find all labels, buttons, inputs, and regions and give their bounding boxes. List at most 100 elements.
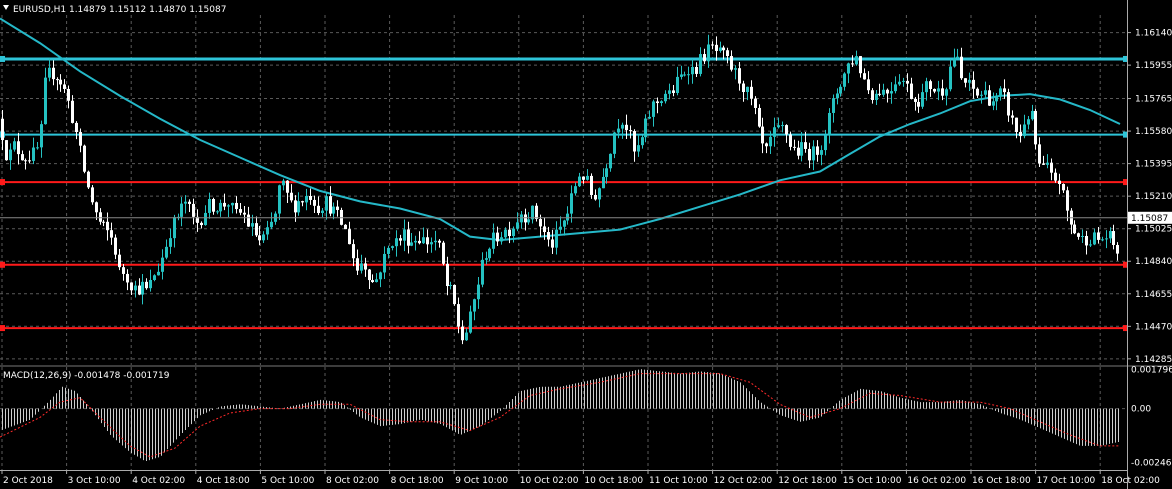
candle-body xyxy=(761,126,764,144)
candle-body xyxy=(368,269,371,281)
candle-body xyxy=(485,258,488,260)
candle-body xyxy=(1112,231,1115,245)
candle-body xyxy=(56,79,59,81)
level-handle-left-3 xyxy=(0,179,5,186)
candle-body xyxy=(715,44,718,51)
candle-body xyxy=(95,202,98,213)
candle-body xyxy=(235,202,238,210)
candle-body xyxy=(925,81,928,93)
candle-body xyxy=(746,86,749,93)
candle-body xyxy=(637,145,640,152)
candle-body xyxy=(999,88,1002,96)
candle-body xyxy=(364,263,367,270)
candle-body xyxy=(976,88,979,96)
candle-body xyxy=(477,284,480,300)
x-tick-label: 8 Oct 02:00 xyxy=(326,476,379,486)
candle-body xyxy=(995,95,998,102)
candle-body xyxy=(726,50,729,57)
candle-body xyxy=(379,272,382,280)
y-tick-label: 1.15765 xyxy=(1135,95,1172,105)
candle-body xyxy=(972,79,975,89)
candle-body xyxy=(453,284,456,305)
candle-body xyxy=(251,223,254,227)
candle-body xyxy=(882,89,885,95)
candle-body xyxy=(141,281,144,295)
horizontal-lines[interactable] xyxy=(0,55,1128,332)
candle-body xyxy=(531,205,534,220)
level-handle-left-5 xyxy=(0,325,5,332)
candle-body xyxy=(629,130,632,132)
candle-body xyxy=(290,192,293,201)
candle-body xyxy=(633,131,636,152)
candle-body xyxy=(941,88,944,96)
candle-body xyxy=(371,280,374,283)
x-tick-label: 16 Oct 18:00 xyxy=(972,476,1031,486)
candle-body xyxy=(375,279,378,283)
candle-body xyxy=(914,98,917,102)
candle-body xyxy=(886,89,889,94)
y-tick-label: 1.16140 xyxy=(1135,29,1172,39)
candle-body xyxy=(216,211,219,213)
y-tick-label: 1.15955 xyxy=(1135,61,1172,71)
candle-body xyxy=(1011,115,1014,118)
candle-body xyxy=(898,81,901,85)
x-tick-label: 18 Oct 02:00 xyxy=(1101,476,1160,486)
candle-body xyxy=(789,134,792,147)
candle-body xyxy=(336,206,339,210)
candle-body xyxy=(508,229,511,237)
candle-body xyxy=(59,79,62,85)
candle-body xyxy=(804,142,807,149)
candle-body xyxy=(551,239,554,248)
x-tick-label: 8 Oct 18:00 xyxy=(391,476,444,486)
candle-body xyxy=(488,248,491,259)
candle-body xyxy=(722,47,725,51)
candle-body xyxy=(1042,163,1045,165)
candle-body xyxy=(481,259,484,285)
candle-body xyxy=(418,240,421,244)
candle-body xyxy=(648,116,651,119)
candle-body xyxy=(87,171,90,188)
candle-body xyxy=(839,86,842,94)
candle-body xyxy=(305,196,308,203)
dropdown-triangle-icon[interactable] xyxy=(3,5,9,10)
candle-body xyxy=(118,254,121,268)
candle-body xyxy=(539,218,542,227)
candle-body xyxy=(5,140,8,161)
candle-body xyxy=(449,284,452,287)
candle-body xyxy=(157,271,160,276)
candle-body xyxy=(200,222,203,226)
candle-body xyxy=(609,153,612,169)
level-handle-left-4 xyxy=(0,261,5,268)
candle-body xyxy=(828,112,831,136)
candle-body xyxy=(644,118,647,138)
x-tick-label: 3 Oct 10:00 xyxy=(68,476,121,486)
x-tick-label: 17 Oct 10:00 xyxy=(1037,476,1096,486)
candle-body xyxy=(504,229,507,238)
candle-body xyxy=(204,212,207,226)
candle-body xyxy=(1089,244,1092,246)
candle-body xyxy=(180,203,183,217)
candle-body xyxy=(1015,117,1018,132)
candle-body xyxy=(496,232,499,242)
candle-body xyxy=(434,240,437,243)
level-handle-left-1 xyxy=(0,55,5,62)
x-tick-label: 15 Oct 10:00 xyxy=(843,476,902,486)
candle-body xyxy=(984,90,987,95)
x-tick-label: 4 Oct 18:00 xyxy=(197,476,250,486)
candle-body xyxy=(578,176,581,187)
candle-body xyxy=(582,176,585,180)
candle-body xyxy=(516,222,519,229)
candle-body xyxy=(1073,224,1076,234)
candle-body xyxy=(1034,110,1037,145)
candle-body xyxy=(566,213,569,221)
candle-body xyxy=(594,194,597,200)
candle-body xyxy=(758,107,761,127)
candle-body xyxy=(563,220,566,227)
candle-body xyxy=(1031,110,1034,120)
candle-body xyxy=(730,56,733,70)
candle-body xyxy=(1003,88,1006,93)
candle-body xyxy=(672,90,675,93)
candle-body xyxy=(625,124,628,131)
candle-body xyxy=(309,196,312,200)
